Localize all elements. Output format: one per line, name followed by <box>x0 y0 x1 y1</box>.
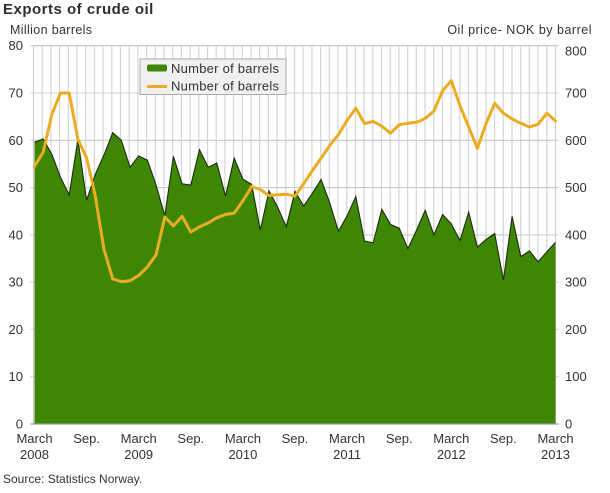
svg-text:Sep.: Sep. <box>282 431 309 446</box>
svg-text:30: 30 <box>9 275 23 290</box>
svg-text:70: 70 <box>9 86 23 101</box>
svg-text:500: 500 <box>565 180 587 195</box>
svg-text:Sep.: Sep. <box>73 431 100 446</box>
svg-text:50: 50 <box>9 180 23 195</box>
svg-text:60: 60 <box>9 133 23 148</box>
svg-text:400: 400 <box>565 227 587 242</box>
svg-text:2012: 2012 <box>437 447 466 462</box>
svg-text:10: 10 <box>9 369 23 384</box>
svg-text:Sep.: Sep. <box>490 431 517 446</box>
svg-text:300: 300 <box>565 275 587 290</box>
svg-text:2009: 2009 <box>124 447 153 462</box>
svg-text:March: March <box>329 431 365 446</box>
svg-text:600: 600 <box>565 133 587 148</box>
svg-text:2010: 2010 <box>228 447 257 462</box>
svg-text:800: 800 <box>565 44 587 59</box>
svg-text:Oil price- NOK by barrel: Oil price- NOK by barrel <box>447 23 592 37</box>
svg-text:March: March <box>537 431 573 446</box>
svg-text:March: March <box>225 431 261 446</box>
svg-text:Number of barrels: Number of barrels <box>171 61 280 76</box>
svg-text:Sep.: Sep. <box>386 431 413 446</box>
svg-text:20: 20 <box>9 322 23 337</box>
svg-text:March: March <box>433 431 469 446</box>
svg-text:2008: 2008 <box>20 447 49 462</box>
svg-text:Exports of crude oil: Exports of crude oil <box>3 1 154 18</box>
svg-text:Source: Statistics Norway.: Source: Statistics Norway. <box>3 472 142 486</box>
svg-text:2013: 2013 <box>541 447 570 462</box>
svg-text:Million barrels: Million barrels <box>10 23 92 37</box>
svg-text:700: 700 <box>565 86 587 101</box>
svg-text:200: 200 <box>565 322 587 337</box>
svg-text:March: March <box>121 431 157 446</box>
svg-text:March: March <box>16 431 52 446</box>
svg-text:80: 80 <box>9 38 23 53</box>
svg-text:0: 0 <box>565 417 572 432</box>
svg-text:0: 0 <box>16 417 23 432</box>
svg-text:100: 100 <box>565 369 587 384</box>
svg-text:Sep.: Sep. <box>177 431 204 446</box>
svg-text:2011: 2011 <box>333 447 361 462</box>
svg-text:Number of barrels: Number of barrels <box>171 79 280 94</box>
svg-text:40: 40 <box>9 227 23 242</box>
